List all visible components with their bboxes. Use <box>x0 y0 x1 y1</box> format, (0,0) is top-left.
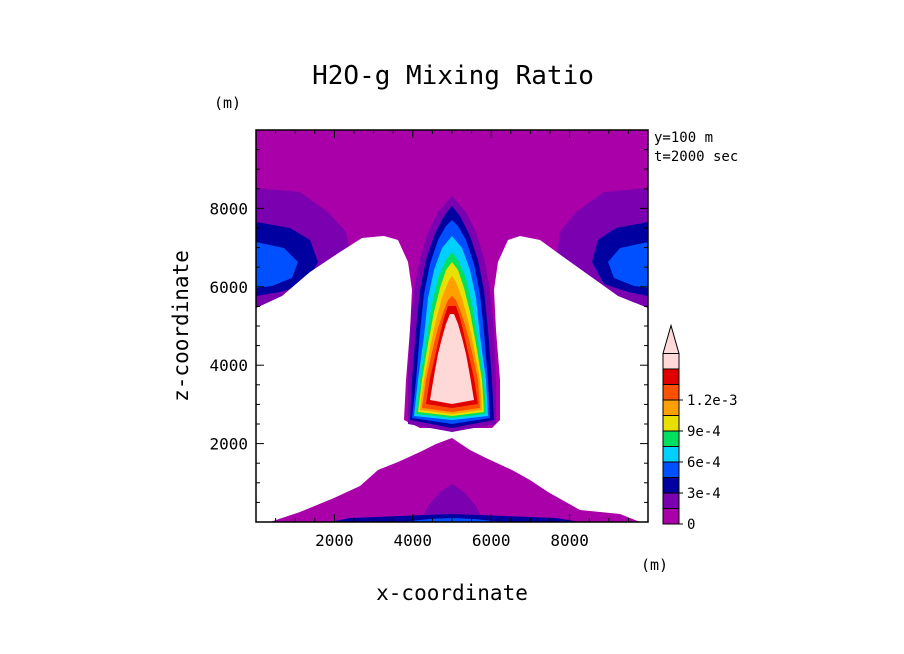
contour-zero-region <box>256 236 648 522</box>
colorbar-swatch <box>662 353 680 370</box>
colorbar-swatch <box>662 461 680 478</box>
colorbar-arrow <box>662 323 680 354</box>
y-unit-label: (m) <box>214 94 241 112</box>
contour-plume-core <box>430 314 474 404</box>
x-tick-label: 4000 <box>394 531 433 550</box>
colorbar-swatch <box>662 446 680 463</box>
colorbar-swatch <box>662 368 680 385</box>
colorbar-swatch <box>662 477 680 494</box>
plot-area <box>255 129 649 523</box>
y-tick-label: 6000 <box>209 278 248 297</box>
colorbar-swatch <box>662 399 680 416</box>
contour-left-band-blue <box>256 242 298 288</box>
contour-right-band-blue <box>608 242 648 288</box>
colorbar-label: 9e-4 <box>687 424 721 440</box>
x-unit-label: (m) <box>641 556 668 574</box>
colorbar-swatch <box>662 384 680 401</box>
colorbar-swatch <box>662 508 680 525</box>
annotation-y: y=100 m <box>654 130 713 146</box>
colorbar-swatch <box>662 415 680 432</box>
y-tick-label: 8000 <box>209 199 248 218</box>
chart-title: H2O-g Mixing Ratio <box>312 61 594 91</box>
colorbar-label: 0 <box>687 517 695 533</box>
colorbar-label: 6e-4 <box>687 455 721 471</box>
colorbar-swatch <box>662 492 680 509</box>
colorbar-label: 1.2e-3 <box>687 393 738 409</box>
annotation-t: t=2000 sec <box>654 149 738 165</box>
colorbar: 0 3e-4 6e-4 9e-4 1.2e-3 <box>662 323 738 533</box>
colorbar-swatch <box>662 430 680 447</box>
colorbar-label: 3e-4 <box>687 486 721 502</box>
contour-surface-navy <box>330 514 580 522</box>
y-axis: 2000 4000 6000 8000 <box>209 149 648 503</box>
x-tick-label: 2000 <box>315 531 354 550</box>
x-tick-label: 6000 <box>472 531 511 550</box>
x-tick-label: 8000 <box>550 531 589 550</box>
x-axis: 2000 4000 6000 8000 <box>275 130 629 550</box>
y-tick-label: 4000 <box>209 356 248 375</box>
y-axis-label: z-coordinate <box>169 250 193 402</box>
contour-lower-hump-violet <box>420 484 484 522</box>
y-tick-label: 2000 <box>209 435 248 454</box>
x-axis-label: x-coordinate <box>376 581 528 605</box>
